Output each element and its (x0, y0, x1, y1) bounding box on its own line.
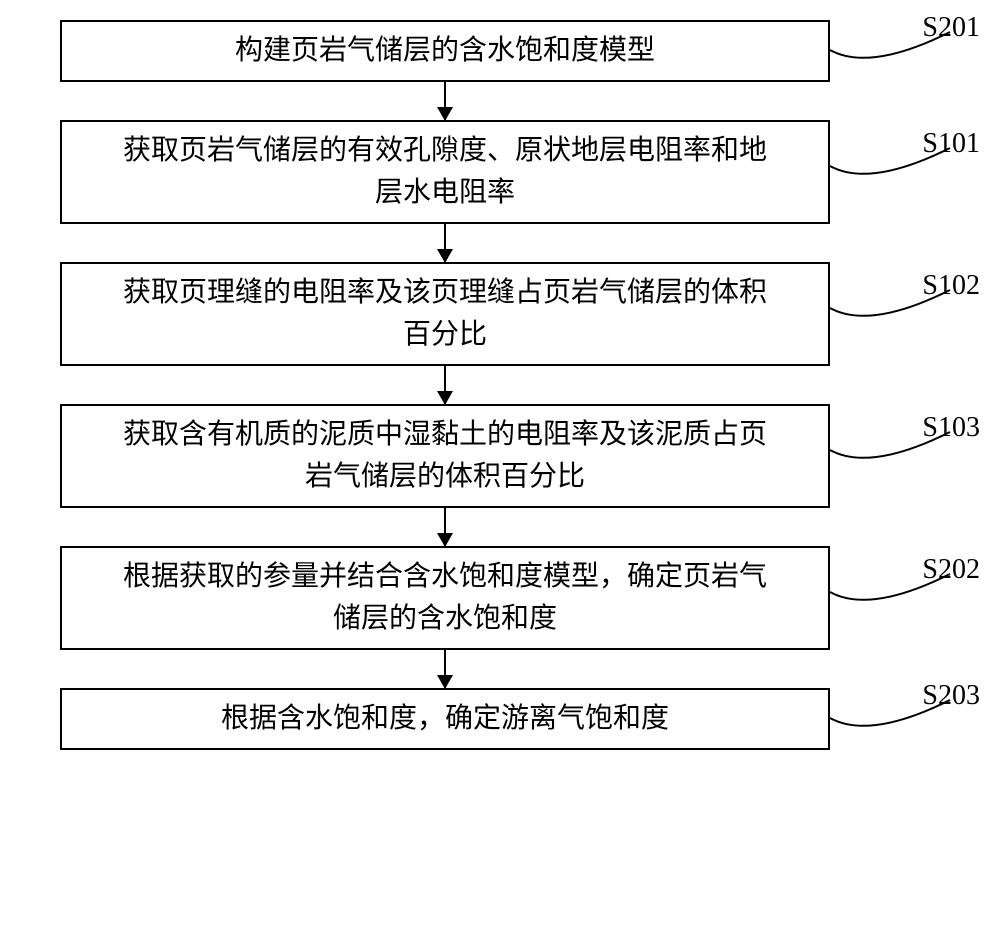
step-box-s103: 获取含有机质的泥质中湿黏土的电阻率及该泥质占页 岩气储层的体积百分比 (60, 404, 830, 508)
flowchart-step: 获取页理缝的电阻率及该页理缝占页岩气储层的体积 百分比 S102 (60, 262, 830, 404)
step-text: 层水电阻率 (375, 172, 515, 214)
step-box-s101: 获取页岩气储层的有效孔隙度、原状地层电阻率和地 层水电阻率 (60, 120, 830, 224)
step-label-s101: S101 (922, 128, 980, 160)
arrow (444, 82, 446, 120)
step-text: 百分比 (403, 314, 487, 356)
step-text: 获取页理缝的电阻率及该页理缝占页岩气储层的体积 (123, 272, 767, 314)
step-box-s201: 构建页岩气储层的含水饱和度模型 (60, 20, 830, 82)
step-label-s103: S103 (922, 412, 980, 444)
step-text: 构建页岩气储层的含水饱和度模型 (235, 30, 655, 72)
step-box-s202: 根据获取的参量并结合含水饱和度模型，确定页岩气 储层的含水饱和度 (60, 546, 830, 650)
step-text: 根据含水饱和度，确定游离气饱和度 (221, 698, 669, 740)
step-label-s201: S201 (922, 12, 980, 44)
step-label-s203: S203 (922, 680, 980, 712)
step-box-s102: 获取页理缝的电阻率及该页理缝占页岩气储层的体积 百分比 (60, 262, 830, 366)
flowchart-step: 获取含有机质的泥质中湿黏土的电阻率及该泥质占页 岩气储层的体积百分比 S103 (60, 404, 830, 546)
step-text: 获取含有机质的泥质中湿黏土的电阻率及该泥质占页 (123, 414, 767, 456)
step-text: 根据获取的参量并结合含水饱和度模型，确定页岩气 (123, 556, 767, 598)
step-label-s202: S202 (922, 554, 980, 586)
step-text: 岩气储层的体积百分比 (305, 456, 585, 498)
step-box-s203: 根据含水饱和度，确定游离气饱和度 (60, 688, 830, 750)
flowchart-step: 获取页岩气储层的有效孔隙度、原状地层电阻率和地 层水电阻率 S101 (60, 120, 830, 262)
arrow (444, 224, 446, 262)
flowchart-container: 构建页岩气储层的含水饱和度模型 S201 获取页岩气储层的有效孔隙度、原状地层电… (60, 20, 830, 750)
step-label-s102: S102 (922, 270, 980, 302)
flowchart-step: 根据含水饱和度，确定游离气饱和度 S203 (60, 688, 830, 750)
arrow (444, 366, 446, 404)
flowchart-step: 根据获取的参量并结合含水饱和度模型，确定页岩气 储层的含水饱和度 S202 (60, 546, 830, 688)
arrow (444, 508, 446, 546)
step-text: 储层的含水饱和度 (333, 598, 557, 640)
step-text: 获取页岩气储层的有效孔隙度、原状地层电阻率和地 (123, 130, 767, 172)
flowchart-step: 构建页岩气储层的含水饱和度模型 S201 (60, 20, 830, 120)
arrow (444, 650, 446, 688)
